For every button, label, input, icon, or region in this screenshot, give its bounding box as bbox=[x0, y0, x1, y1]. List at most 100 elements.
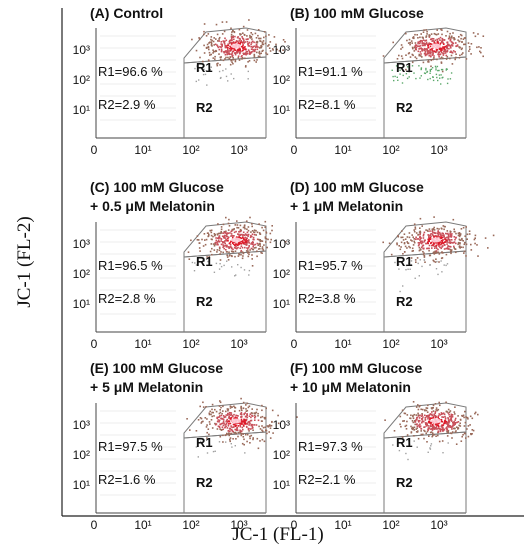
event-dot bbox=[419, 231, 422, 233]
event-dot bbox=[271, 225, 273, 227]
event-dot bbox=[227, 48, 229, 51]
gate-r1-label: R1 bbox=[396, 435, 413, 450]
event-dot bbox=[224, 426, 226, 429]
event-dot bbox=[440, 234, 443, 236]
event-dot bbox=[239, 425, 242, 428]
event-dot bbox=[441, 440, 444, 442]
event-dot bbox=[426, 441, 428, 443]
event-dot bbox=[412, 47, 414, 50]
x-tick-label: 10³ bbox=[430, 143, 447, 157]
x-axis-title: JC-1 (FL-1) bbox=[232, 524, 323, 545]
event-dot bbox=[225, 75, 228, 78]
event-dot bbox=[210, 44, 213, 46]
event-dot bbox=[407, 458, 409, 461]
event-dot bbox=[415, 77, 417, 80]
event-dot bbox=[445, 54, 448, 57]
event-dot bbox=[453, 411, 456, 413]
event-dot bbox=[265, 231, 267, 233]
event-dot bbox=[454, 431, 457, 433]
event-dot bbox=[428, 36, 431, 38]
event-dot bbox=[246, 433, 249, 436]
event-dot bbox=[434, 65, 437, 68]
event-dot bbox=[399, 290, 401, 293]
event-dot bbox=[449, 419, 451, 421]
event-dot bbox=[405, 32, 407, 35]
event-dot bbox=[238, 37, 241, 40]
event-dot bbox=[436, 41, 439, 43]
event-dot bbox=[250, 412, 253, 414]
event-dot bbox=[246, 228, 248, 230]
event-dot bbox=[397, 263, 400, 266]
event-dot bbox=[233, 244, 236, 247]
event-dot bbox=[245, 410, 248, 412]
event-dot bbox=[440, 243, 442, 246]
event-dot bbox=[231, 429, 233, 432]
event-dot bbox=[256, 408, 258, 411]
event-dot bbox=[414, 420, 416, 422]
event-dot bbox=[440, 48, 443, 51]
event-dot bbox=[418, 243, 420, 246]
event-dot bbox=[244, 46, 246, 48]
event-dot bbox=[437, 33, 440, 35]
event-dot bbox=[428, 35, 430, 37]
event-dot bbox=[417, 233, 420, 236]
event-dot bbox=[211, 247, 213, 250]
event-dot bbox=[432, 404, 435, 407]
event-dot bbox=[459, 247, 461, 249]
event-dot bbox=[435, 244, 438, 247]
event-dot bbox=[203, 23, 206, 25]
event-dot bbox=[414, 421, 417, 423]
event-dot bbox=[430, 68, 433, 70]
event-dot bbox=[419, 239, 421, 241]
y-tick-label: 10¹ bbox=[73, 478, 90, 492]
event-dot bbox=[415, 428, 418, 430]
event-dot bbox=[250, 416, 252, 419]
event-dot bbox=[408, 232, 411, 234]
event-dot bbox=[212, 40, 215, 43]
event-dot bbox=[193, 270, 196, 272]
event-dot bbox=[229, 243, 232, 246]
event-dot bbox=[470, 53, 472, 55]
event-dot bbox=[445, 423, 448, 425]
event-dot bbox=[210, 53, 212, 56]
event-dot bbox=[226, 244, 228, 247]
event-dot bbox=[451, 43, 453, 46]
event-dot bbox=[216, 416, 218, 419]
event-dot bbox=[428, 435, 430, 437]
event-dot bbox=[231, 415, 234, 418]
event-dot bbox=[454, 58, 456, 61]
event-dot bbox=[449, 232, 451, 235]
event-dot bbox=[210, 419, 213, 421]
event-dot bbox=[413, 37, 415, 40]
event-dot bbox=[441, 420, 443, 423]
event-dot bbox=[458, 235, 461, 238]
event-dot bbox=[228, 416, 230, 418]
event-dot bbox=[238, 40, 241, 42]
event-dot bbox=[268, 431, 270, 433]
event-dot bbox=[412, 250, 414, 252]
event-dot bbox=[446, 230, 449, 232]
event-dot bbox=[429, 428, 432, 430]
event-dot bbox=[398, 268, 400, 270]
event-dot bbox=[444, 415, 446, 418]
event-dot bbox=[443, 47, 446, 50]
event-dot bbox=[230, 49, 232, 51]
event-dot bbox=[285, 241, 287, 243]
event-dot bbox=[260, 240, 263, 242]
event-dot bbox=[220, 238, 222, 240]
event-dot bbox=[427, 404, 429, 407]
event-dot bbox=[458, 36, 460, 38]
event-dot bbox=[266, 53, 269, 56]
event-dot bbox=[452, 424, 454, 427]
event-dot bbox=[227, 229, 230, 231]
event-dot bbox=[459, 243, 461, 245]
gate-r2-label: R2 bbox=[396, 294, 413, 309]
event-dot bbox=[421, 245, 424, 247]
event-dot bbox=[239, 236, 242, 239]
event-dot bbox=[230, 33, 233, 36]
event-dot bbox=[258, 37, 261, 40]
event-dot bbox=[229, 63, 232, 66]
event-dot bbox=[447, 78, 449, 80]
event-dot bbox=[411, 65, 414, 67]
event-dot bbox=[219, 423, 221, 426]
